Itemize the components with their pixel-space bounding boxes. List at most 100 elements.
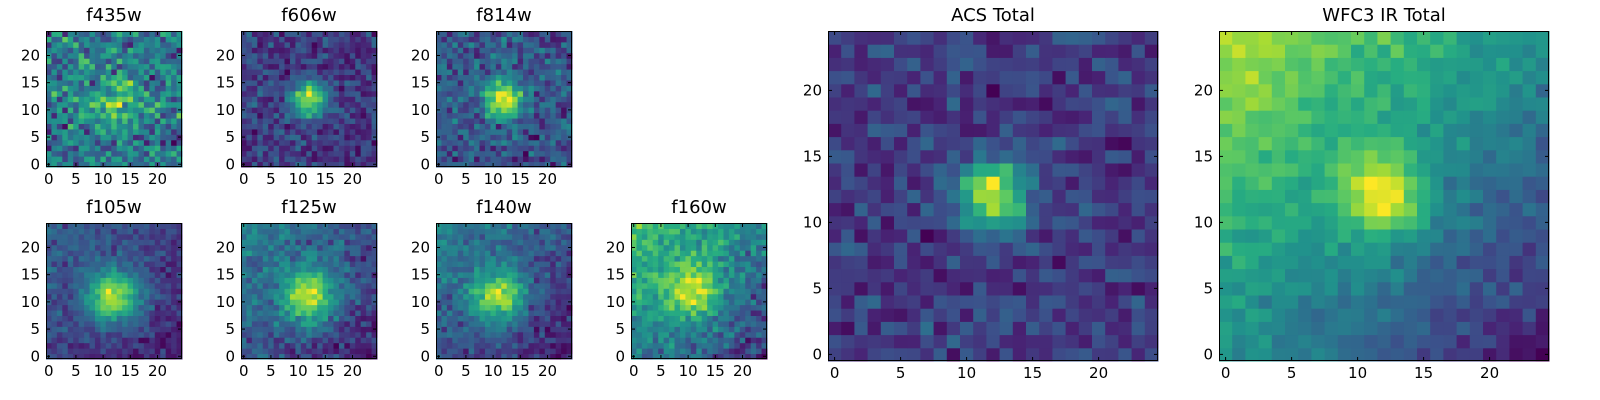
heatmap-cell — [756, 310, 763, 316]
heatmap-cell — [84, 239, 91, 246]
heatmap-cell — [251, 118, 258, 124]
heatmap-cell — [133, 85, 139, 92]
heatmap-cell — [479, 223, 486, 229]
heatmap-cell — [550, 337, 557, 344]
heatmap-cell — [111, 47, 118, 54]
heatmap-cell — [73, 107, 80, 114]
heatmap-cell — [306, 326, 313, 333]
heatmap-cell — [366, 96, 373, 103]
heatmap-cell — [149, 128, 156, 135]
heatmap-cell — [495, 293, 502, 300]
heatmap-cell — [484, 31, 491, 37]
heatmap-cell — [322, 228, 329, 235]
heatmap-cell — [479, 107, 486, 114]
heatmap-cell — [300, 36, 307, 43]
heatmap-cell — [523, 293, 529, 300]
heatmap-cell — [251, 31, 258, 37]
heatmap-cell — [317, 36, 324, 43]
heatmap-cell — [1078, 229, 1093, 243]
heatmap-cell — [1039, 334, 1053, 349]
heatmap-cell — [490, 123, 497, 130]
heatmap-cell — [506, 123, 513, 130]
heatmap-cell — [143, 69, 150, 76]
heatmap-cell — [652, 261, 659, 268]
heatmap-cell — [723, 255, 730, 262]
heatmap-cell — [986, 268, 1001, 283]
heatmap-cell — [111, 31, 118, 37]
heatmap-cell — [756, 223, 763, 229]
heatmap-cell — [555, 326, 562, 333]
heatmap-cell — [176, 261, 183, 268]
heatmap-cell — [360, 244, 367, 251]
heatmap-cell — [745, 266, 752, 273]
heatmap-cell — [105, 150, 112, 157]
heatmap-cell — [366, 326, 373, 333]
heatmap-cell — [317, 150, 324, 157]
heatmap-cell — [441, 228, 448, 235]
heatmap-cell — [1039, 202, 1053, 217]
heatmap-cell — [539, 271, 546, 278]
heatmap-cell — [446, 353, 453, 360]
heatmap-cell — [946, 176, 961, 190]
heatmap-cell — [436, 58, 442, 65]
heatmap-cell — [371, 74, 378, 81]
heatmap-cell — [73, 282, 80, 289]
heatmap-cell — [127, 326, 134, 333]
heatmap-cell — [122, 69, 129, 76]
heatmap-cell — [894, 215, 908, 230]
heatmap-cell — [674, 250, 681, 257]
heatmap-cell — [647, 326, 654, 333]
heatmap-cell — [78, 47, 85, 54]
heatmap-cell — [533, 353, 540, 360]
heatmap-cell — [512, 223, 519, 229]
heatmap-cell — [105, 266, 112, 273]
heatmap-cell — [295, 41, 302, 48]
heatmap-cell — [468, 74, 475, 81]
heatmap-cell — [360, 69, 367, 76]
heatmap-cell — [457, 288, 464, 295]
heatmap-cell — [311, 348, 318, 355]
heatmap-cell — [56, 320, 63, 327]
heatmap-cell — [539, 69, 546, 76]
heatmap-cell — [441, 31, 448, 37]
heatmap-cell — [457, 150, 464, 157]
heatmap-cell — [696, 223, 703, 229]
heatmap-cell — [452, 139, 459, 146]
heatmap-cell — [78, 342, 85, 349]
heatmap-cell — [246, 52, 253, 59]
heatmap-cell — [550, 156, 557, 163]
heatmap-cell — [1065, 334, 1080, 349]
heatmap-cell — [550, 139, 557, 146]
heatmap-cell — [149, 261, 156, 268]
heatmap-cell — [78, 320, 85, 327]
heatmap-cell — [279, 58, 286, 65]
heatmap-cell — [436, 101, 442, 108]
heatmap-cell — [251, 58, 258, 65]
heatmap-cell — [241, 277, 247, 284]
heatmap-cell — [154, 123, 161, 130]
heatmap-cell — [452, 58, 459, 65]
heatmap-cell — [463, 118, 470, 124]
heatmap-cell — [257, 266, 264, 273]
heatmap-cell — [701, 331, 708, 338]
heatmap-cell — [306, 107, 313, 114]
heatmap-cell — [366, 79, 373, 86]
heatmap-cell — [246, 134, 253, 141]
heatmap-cell — [322, 101, 329, 108]
heatmap-cell — [317, 266, 324, 273]
heatmap-cell — [251, 331, 258, 338]
heatmap-cell — [122, 244, 129, 251]
heatmap-cell — [658, 288, 665, 295]
heatmap-cell — [284, 41, 291, 48]
heatmap-cell — [474, 134, 481, 141]
heatmap-cell — [165, 282, 172, 289]
heatmap-cell — [100, 156, 107, 163]
heatmap-cell — [268, 74, 275, 81]
heatmap-cell — [284, 320, 291, 327]
heatmap-cell — [284, 63, 291, 70]
heatmap-cell — [246, 63, 253, 70]
heatmap-cell — [116, 244, 123, 251]
heatmap-cell — [268, 277, 275, 284]
heatmap-cell — [495, 139, 502, 146]
heatmap-cell — [631, 239, 637, 246]
